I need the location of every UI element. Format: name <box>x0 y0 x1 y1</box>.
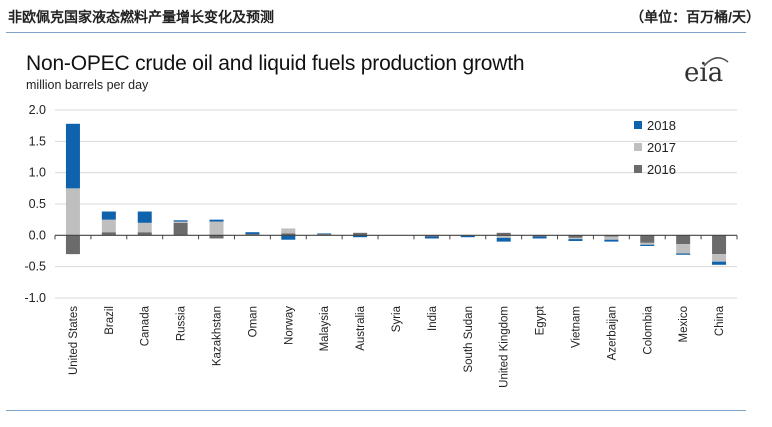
y-tick-label: -1.0 <box>24 291 46 305</box>
x-category-label: South Sudan <box>463 306 475 373</box>
x-category-label: Russia <box>176 305 188 341</box>
bar-2016 <box>424 235 439 237</box>
x-category-label: Colombia <box>642 305 654 354</box>
bar-2018 <box>281 235 296 240</box>
y-tick-label: 0.0 <box>29 228 46 242</box>
bar-2017 <box>640 242 655 245</box>
x-category-label: China <box>714 305 726 336</box>
bar-2017 <box>101 219 116 233</box>
bottom-divider <box>6 410 746 411</box>
bar-2016 <box>353 232 368 236</box>
bar-2016 <box>604 235 619 237</box>
bar-2016 <box>676 235 691 245</box>
bar-2018 <box>65 123 80 189</box>
bar-2018 <box>424 236 439 239</box>
bar-2018 <box>568 239 583 241</box>
bar-2017 <box>281 228 296 234</box>
x-category-label: India <box>427 305 439 331</box>
bar-2016 <box>532 235 547 237</box>
bar-2016 <box>173 222 188 236</box>
bar-2016 <box>245 234 260 236</box>
legend-label-2018: 2018 <box>647 118 676 133</box>
chart-ylabel: million barrels per day <box>26 78 149 92</box>
bar-2018 <box>209 219 224 222</box>
x-category-label: Brazil <box>104 306 116 335</box>
bar-2016 <box>137 232 152 236</box>
bar-2017 <box>604 236 619 240</box>
y-tick-label: 0.5 <box>29 197 46 211</box>
bar-2016 <box>640 235 655 243</box>
bar-2018 <box>604 239 619 242</box>
bar-2016 <box>65 235 80 255</box>
x-category-label: Kazakhstan <box>212 306 224 366</box>
eia-logo: eia <box>684 54 736 94</box>
y-tick-label: -0.5 <box>24 260 46 274</box>
chart-title: Non-OPEC crude oil and liquid fuels prod… <box>26 52 525 75</box>
x-category-label: Oman <box>247 306 259 337</box>
bar-2018 <box>532 236 547 239</box>
bar-2016 <box>496 232 511 236</box>
bar-2017 <box>173 221 188 223</box>
x-category-label: Egypt <box>535 305 547 335</box>
bar-2018 <box>137 211 152 223</box>
bar-2018 <box>496 237 511 242</box>
x-category-label: Norway <box>283 306 295 345</box>
legend-swatch-2016 <box>634 165 642 173</box>
bar-2016 <box>317 234 332 236</box>
bar-2018 <box>460 235 475 238</box>
bar-2017 <box>209 221 224 236</box>
bar-2017 <box>676 244 691 254</box>
bar-2016 <box>101 232 116 236</box>
bar-2018 <box>245 232 260 235</box>
bar-2016 <box>568 235 583 238</box>
eia-logo-arc-icon <box>703 57 729 67</box>
eia-logo-text: eia <box>684 58 724 88</box>
bar-2016 <box>209 235 224 239</box>
x-category-label: Vietnam <box>570 306 582 348</box>
bar-2016 <box>281 233 296 236</box>
bar-2018 <box>353 235 368 238</box>
x-category-label: United States <box>68 306 80 375</box>
bar-2018 <box>712 261 727 265</box>
x-category-label: Canada <box>140 305 152 346</box>
bar-2017 <box>65 188 80 236</box>
bar-2018 <box>640 244 655 246</box>
bar-2018 <box>676 253 691 255</box>
bar-2018 <box>173 220 188 222</box>
bar-2017 <box>137 222 152 233</box>
x-category-label: United Kingdom <box>499 306 511 388</box>
page-header: 非欧佩克国家液态燃料产量增长变化及预测 （单位：百万桶/天） <box>0 0 772 32</box>
legend-label-2017: 2017 <box>647 140 676 155</box>
legend-swatch-2018 <box>634 121 642 129</box>
x-category-label: Azerbaijan <box>606 306 618 360</box>
top-divider <box>6 32 746 33</box>
legend-swatch-2017 <box>634 143 642 151</box>
y-tick-label: 1.5 <box>29 134 46 148</box>
y-tick-label: 1.0 <box>29 166 46 180</box>
legend-label-2016: 2016 <box>647 162 676 177</box>
x-category-label: Syria <box>391 305 403 332</box>
bar-2017 <box>712 254 727 262</box>
bar-2016 <box>712 235 727 255</box>
bar-2018 <box>101 211 116 220</box>
bar-2017 <box>496 235 511 238</box>
header-units: （单位：百万桶/天） <box>630 9 760 25</box>
bar-2017 <box>568 237 583 240</box>
bar-2018 <box>317 233 332 235</box>
y-tick-label: 2.0 <box>29 103 46 117</box>
x-category-label: Mexico <box>678 306 690 342</box>
x-category-label: Australia <box>355 305 367 350</box>
header-title: 非欧佩克国家液态燃料产量增长变化及预测 <box>8 9 274 25</box>
x-category-label: Malaysia <box>319 305 331 351</box>
